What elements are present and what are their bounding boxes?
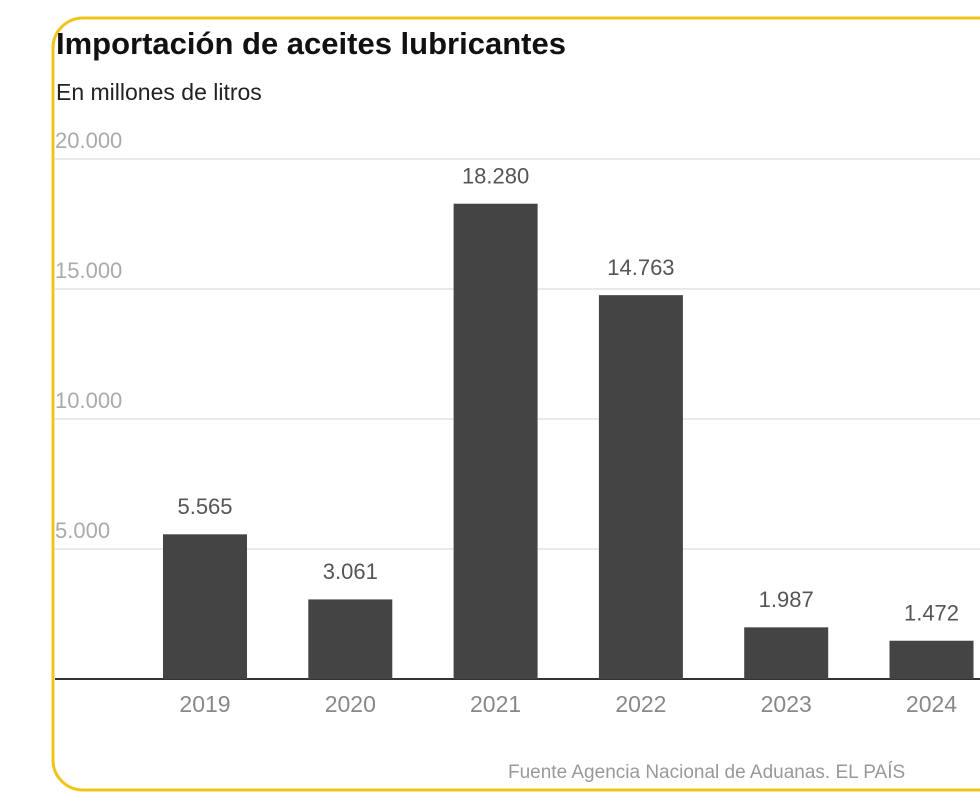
frame: [51, 16, 980, 792]
value-label: 1.987: [759, 587, 814, 612]
x-tick-label: 2023: [761, 691, 812, 717]
bar: [598, 295, 683, 679]
bar: [744, 627, 829, 679]
x-tick-label: 2019: [179, 691, 230, 717]
source-note: Fuente Agencia Nacional de Aduanas. EL P…: [508, 762, 905, 783]
x-tick-label: 2020: [325, 691, 376, 717]
chart-subtitle: En millones de litros: [56, 79, 262, 105]
x-tick-label: 2024: [906, 691, 957, 717]
bar: [308, 599, 393, 679]
value-label: 1.472: [904, 601, 959, 626]
y-tick-label: 5.000: [55, 518, 110, 543]
value-label: 18.280: [462, 164, 529, 189]
value-label: 14.763: [607, 255, 674, 280]
value-label: 3.061: [323, 559, 378, 584]
bar: [453, 203, 538, 679]
x-tick-label: 2022: [615, 691, 666, 717]
y-tick-label: 15.000: [55, 258, 122, 283]
chart-title: Importación de aceites lubricantes: [56, 26, 566, 61]
y-tick-label: 10.000: [55, 388, 122, 413]
value-label: 5.565: [177, 494, 232, 519]
bar: [889, 640, 974, 679]
y-tick-label: 20.000: [55, 128, 122, 153]
x-tick-label: 2021: [470, 691, 521, 717]
bar: [163, 534, 247, 679]
